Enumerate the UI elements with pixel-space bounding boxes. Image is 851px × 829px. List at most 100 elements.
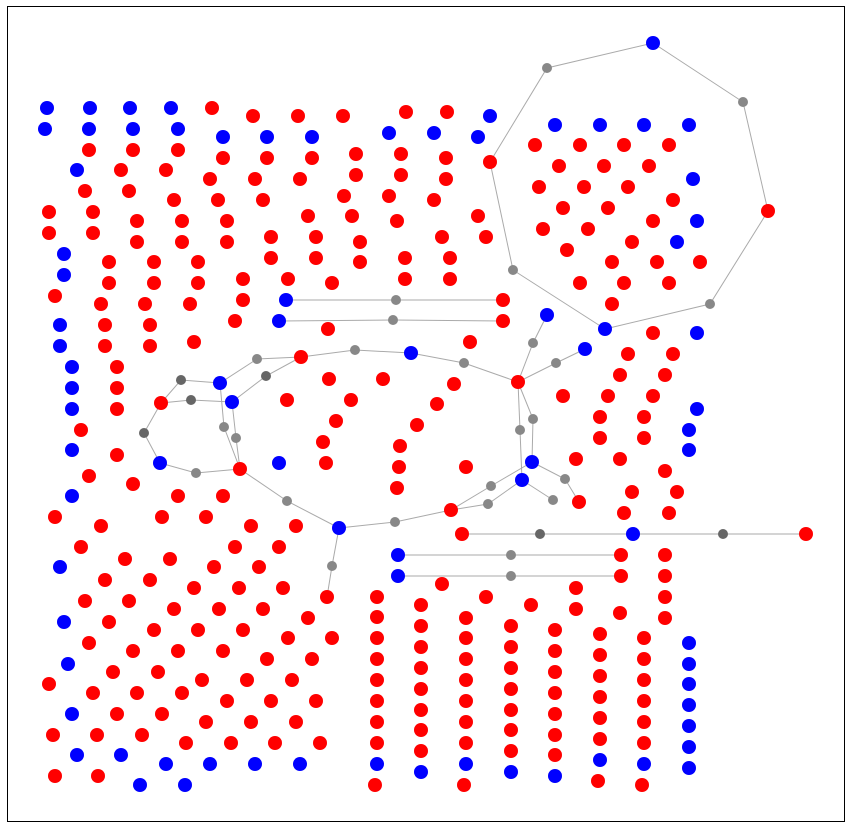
red-node bbox=[248, 172, 262, 186]
blue-node bbox=[471, 130, 485, 144]
red-node bbox=[569, 581, 583, 595]
red-node bbox=[110, 360, 124, 374]
red-node bbox=[114, 163, 128, 177]
red-node bbox=[94, 519, 108, 533]
blue-node bbox=[598, 322, 612, 336]
red-node bbox=[479, 230, 493, 244]
red-node bbox=[435, 230, 449, 244]
red-node bbox=[479, 590, 493, 604]
red-node bbox=[536, 222, 550, 236]
red-node bbox=[621, 347, 635, 361]
red-node bbox=[74, 540, 88, 554]
red-node bbox=[143, 573, 157, 587]
red-node bbox=[301, 611, 315, 625]
red-node bbox=[414, 682, 428, 696]
blue-node bbox=[682, 423, 696, 437]
red-node bbox=[504, 703, 518, 717]
red-node bbox=[443, 272, 457, 286]
red-node bbox=[617, 138, 631, 152]
blue-node bbox=[370, 757, 384, 771]
red-node bbox=[110, 707, 124, 721]
red-node bbox=[199, 715, 213, 729]
red-node bbox=[320, 590, 334, 604]
blue-node bbox=[70, 163, 84, 177]
blue-node bbox=[82, 122, 96, 136]
red-node bbox=[457, 778, 471, 792]
red-node bbox=[440, 105, 454, 119]
red-node bbox=[90, 728, 104, 742]
red-node bbox=[171, 489, 185, 503]
red-node bbox=[637, 673, 651, 687]
blue-node bbox=[593, 753, 607, 767]
gray-node bbox=[252, 354, 262, 364]
blue-node bbox=[686, 172, 700, 186]
red-node bbox=[78, 184, 92, 198]
gray-node bbox=[350, 345, 360, 355]
red-node bbox=[569, 452, 583, 466]
red-node bbox=[106, 665, 120, 679]
blue-node bbox=[682, 677, 696, 691]
red-node bbox=[658, 590, 672, 604]
red-node bbox=[560, 243, 574, 257]
red-node bbox=[459, 694, 473, 708]
red-node bbox=[548, 707, 562, 721]
red-node bbox=[427, 193, 441, 207]
red-node bbox=[666, 193, 680, 207]
red-node bbox=[86, 686, 100, 700]
red-node bbox=[313, 736, 327, 750]
blue-node bbox=[293, 757, 307, 771]
blue-node bbox=[164, 101, 178, 115]
red-node bbox=[138, 297, 152, 311]
red-node bbox=[349, 168, 363, 182]
red-node bbox=[110, 381, 124, 395]
red-node bbox=[82, 143, 96, 157]
red-node bbox=[556, 389, 570, 403]
red-node bbox=[285, 673, 299, 687]
dark-node bbox=[718, 529, 728, 539]
red-node bbox=[319, 456, 333, 470]
red-node bbox=[175, 235, 189, 249]
red-node bbox=[447, 377, 461, 391]
red-node bbox=[191, 276, 205, 290]
dark-node bbox=[139, 428, 149, 438]
red-node bbox=[98, 339, 112, 353]
red-node bbox=[337, 189, 351, 203]
red-node bbox=[471, 209, 485, 223]
blue-node bbox=[391, 569, 405, 583]
red-node bbox=[646, 389, 660, 403]
red-node bbox=[155, 707, 169, 721]
red-node bbox=[614, 569, 628, 583]
red-node bbox=[504, 619, 518, 633]
red-node bbox=[382, 189, 396, 203]
gray-node bbox=[459, 358, 469, 368]
red-node bbox=[504, 723, 518, 737]
red-node bbox=[459, 715, 473, 729]
blue-node bbox=[57, 268, 71, 282]
red-node bbox=[548, 686, 562, 700]
red-node bbox=[281, 272, 295, 286]
red-node bbox=[260, 151, 274, 165]
blue-node bbox=[171, 122, 185, 136]
blue-node bbox=[332, 521, 346, 535]
gray-node bbox=[508, 265, 518, 275]
red-node bbox=[496, 293, 510, 307]
red-node bbox=[143, 318, 157, 332]
red-node bbox=[281, 631, 295, 645]
red-node bbox=[220, 214, 234, 228]
red-node bbox=[392, 460, 406, 474]
red-node bbox=[370, 694, 384, 708]
blue-node bbox=[114, 748, 128, 762]
red-node bbox=[601, 389, 615, 403]
gray-node bbox=[282, 496, 292, 506]
red-node bbox=[511, 375, 525, 389]
blue-node bbox=[682, 719, 696, 733]
red-node bbox=[110, 448, 124, 462]
red-node bbox=[496, 314, 510, 328]
red-node bbox=[658, 464, 672, 478]
blue-node bbox=[548, 769, 562, 783]
red-node bbox=[617, 276, 631, 290]
gray-node bbox=[219, 422, 229, 432]
red-node bbox=[370, 715, 384, 729]
red-node bbox=[98, 318, 112, 332]
red-node bbox=[191, 255, 205, 269]
